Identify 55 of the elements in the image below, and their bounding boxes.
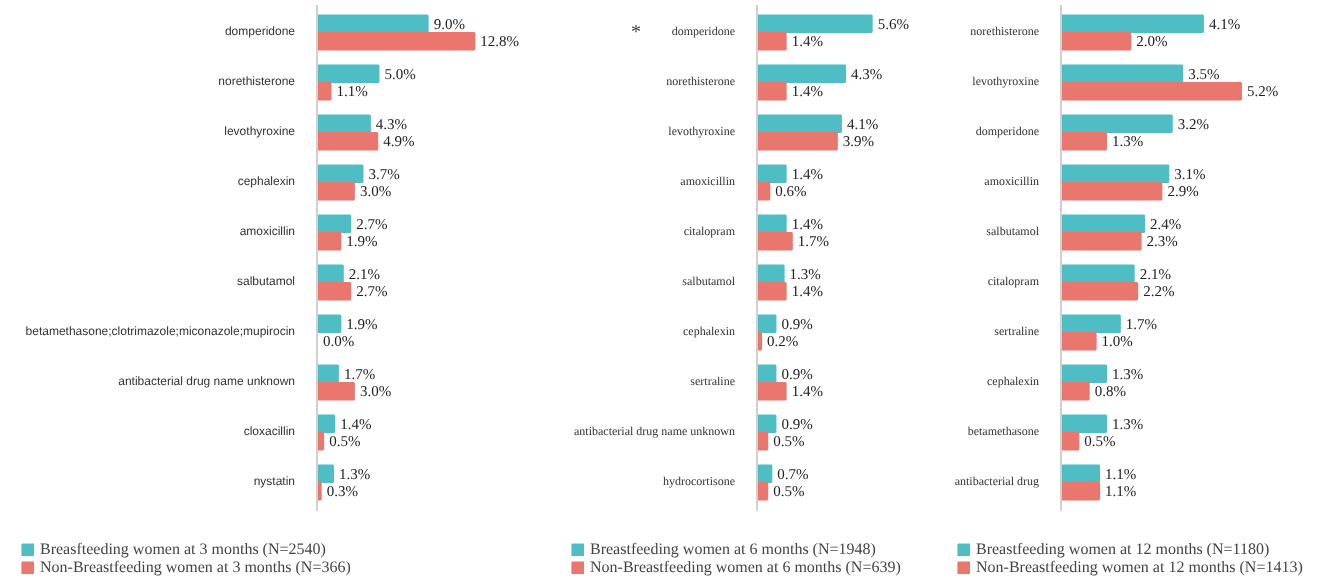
bar [316,164,364,184]
text: * [631,21,641,44]
bar [316,114,371,134]
bar [316,81,332,101]
legend-label: Breastfeeding women at 6 months (N=1948) [590,540,876,558]
bar [756,231,793,251]
bar [1060,481,1101,501]
bar [1060,464,1101,484]
bar [1060,64,1184,84]
bar [1060,14,1204,34]
bar [1060,381,1090,401]
bar [316,64,380,84]
bar [756,81,787,101]
bar [756,314,777,334]
bar [316,31,476,51]
bar [316,14,429,34]
bar [316,214,352,234]
bar [756,214,787,234]
bar [1060,331,1097,351]
bar [756,164,787,184]
bar [1060,131,1107,151]
bar [756,264,785,284]
bar [316,264,344,284]
bar [756,114,842,134]
bar [756,131,838,151]
bar [1060,431,1080,451]
bar [756,64,847,84]
legend-label: Breasfteeding women at 3 months (N=2540) [40,540,326,558]
bar [316,131,379,151]
bar [1060,164,1170,184]
bar [316,381,355,401]
bar [1060,214,1146,234]
bar [1060,314,1121,334]
bar [316,231,342,251]
bar [1060,31,1132,51]
bar [1060,414,1107,434]
bar [1060,181,1163,201]
bar [756,31,787,51]
bar [316,281,352,301]
legend-label: Non-Breastfeeding women at 6 months (N=639) [590,558,901,576]
bar [1060,114,1173,134]
bar [316,464,334,484]
legend-label: Breastfeeding women at 12 months (N=1180) [976,540,1270,558]
legend-label: Non-Breastfeeding women at 3 months (N=366) [40,558,351,576]
bar [1060,231,1142,251]
bar [1060,281,1139,301]
bar [1060,264,1135,284]
bar [1060,81,1242,101]
bar [316,314,342,334]
bar [756,381,787,401]
bar [756,281,787,301]
bar [1060,364,1107,384]
legend-label: Non-Breastfeeding women at 12 months (N=1413) [976,558,1303,576]
bar [316,181,355,201]
bar [756,14,873,34]
